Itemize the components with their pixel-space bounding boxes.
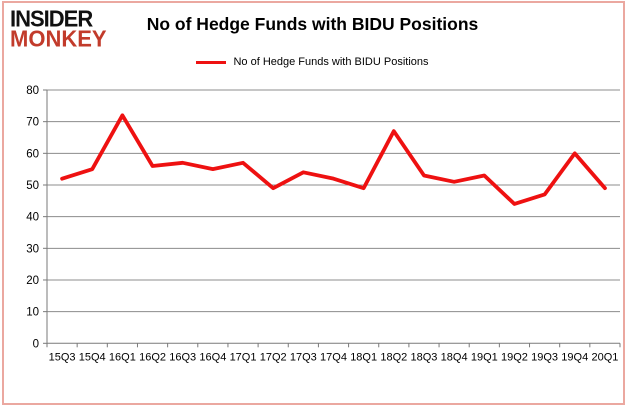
x-tick-label: 18Q3 xyxy=(411,351,438,363)
y-tick-label: 60 xyxy=(26,148,39,160)
x-tick-label: 19Q4 xyxy=(561,351,588,363)
x-tick-label: 17Q1 xyxy=(230,351,257,363)
x-tick-label: 19Q1 xyxy=(471,351,498,363)
x-tick-label: 16Q2 xyxy=(139,351,166,363)
y-tick-label: 80 xyxy=(26,85,39,97)
chart-area: 0 10 20 30 40 50 60 70 80 15Q3 15Q4 16Q1 16Q2 16Q3 16Q… xyxy=(0,78,637,408)
x-tick-label: 15Q3 xyxy=(49,351,76,363)
x-tick-label: 20Q1 xyxy=(591,351,618,363)
chart-header: INSIDER MONKEY No of Hedge Funds with BI… xyxy=(0,0,625,78)
line-chart: 0 10 20 30 40 50 60 70 80 15Q3 15Q4 16Q1 16Q2 16Q3 16Q… xyxy=(26,85,621,363)
chart-legend: No of Hedge Funds with BIDU Positions xyxy=(0,56,625,68)
y-tick-label: 30 xyxy=(26,243,39,255)
x-tick-label: 16Q4 xyxy=(199,351,226,363)
y-tick-label: 70 xyxy=(26,117,39,129)
x-tick-label: 15Q4 xyxy=(79,351,106,363)
x-tick-label: 16Q3 xyxy=(169,351,196,363)
x-tick-label: 17Q3 xyxy=(290,351,317,363)
data-series-line xyxy=(60,113,607,206)
x-tick-label: 18Q2 xyxy=(380,351,407,363)
legend-label: No of Hedge Funds with BIDU Positions xyxy=(233,56,429,68)
x-tick-label: 19Q3 xyxy=(531,351,558,363)
y-tick-label: 0 xyxy=(33,338,39,350)
logo-monkey-text: MONKEY xyxy=(10,25,107,52)
x-tick-label: 17Q2 xyxy=(260,351,287,363)
y-tick-label: 20 xyxy=(26,275,39,287)
x-tick-label: 18Q1 xyxy=(350,351,377,363)
page-title: No of Hedge Funds with BIDU Positions xyxy=(146,14,479,34)
x-tick-label: 18Q4 xyxy=(441,351,468,363)
y-tick-label: 40 xyxy=(26,212,39,224)
y-tick-label: 10 xyxy=(26,307,39,319)
x-tick-label: 19Q2 xyxy=(501,351,528,363)
y-tick-label: 50 xyxy=(26,180,39,192)
insider-monkey-logo: INSIDER MONKEY xyxy=(10,5,107,52)
x-tick-label: 16Q1 xyxy=(109,351,136,363)
legend-line-swatch xyxy=(196,60,227,64)
x-tick-label: 17Q4 xyxy=(320,351,347,363)
logo-insider-text: INSIDER xyxy=(10,5,93,32)
